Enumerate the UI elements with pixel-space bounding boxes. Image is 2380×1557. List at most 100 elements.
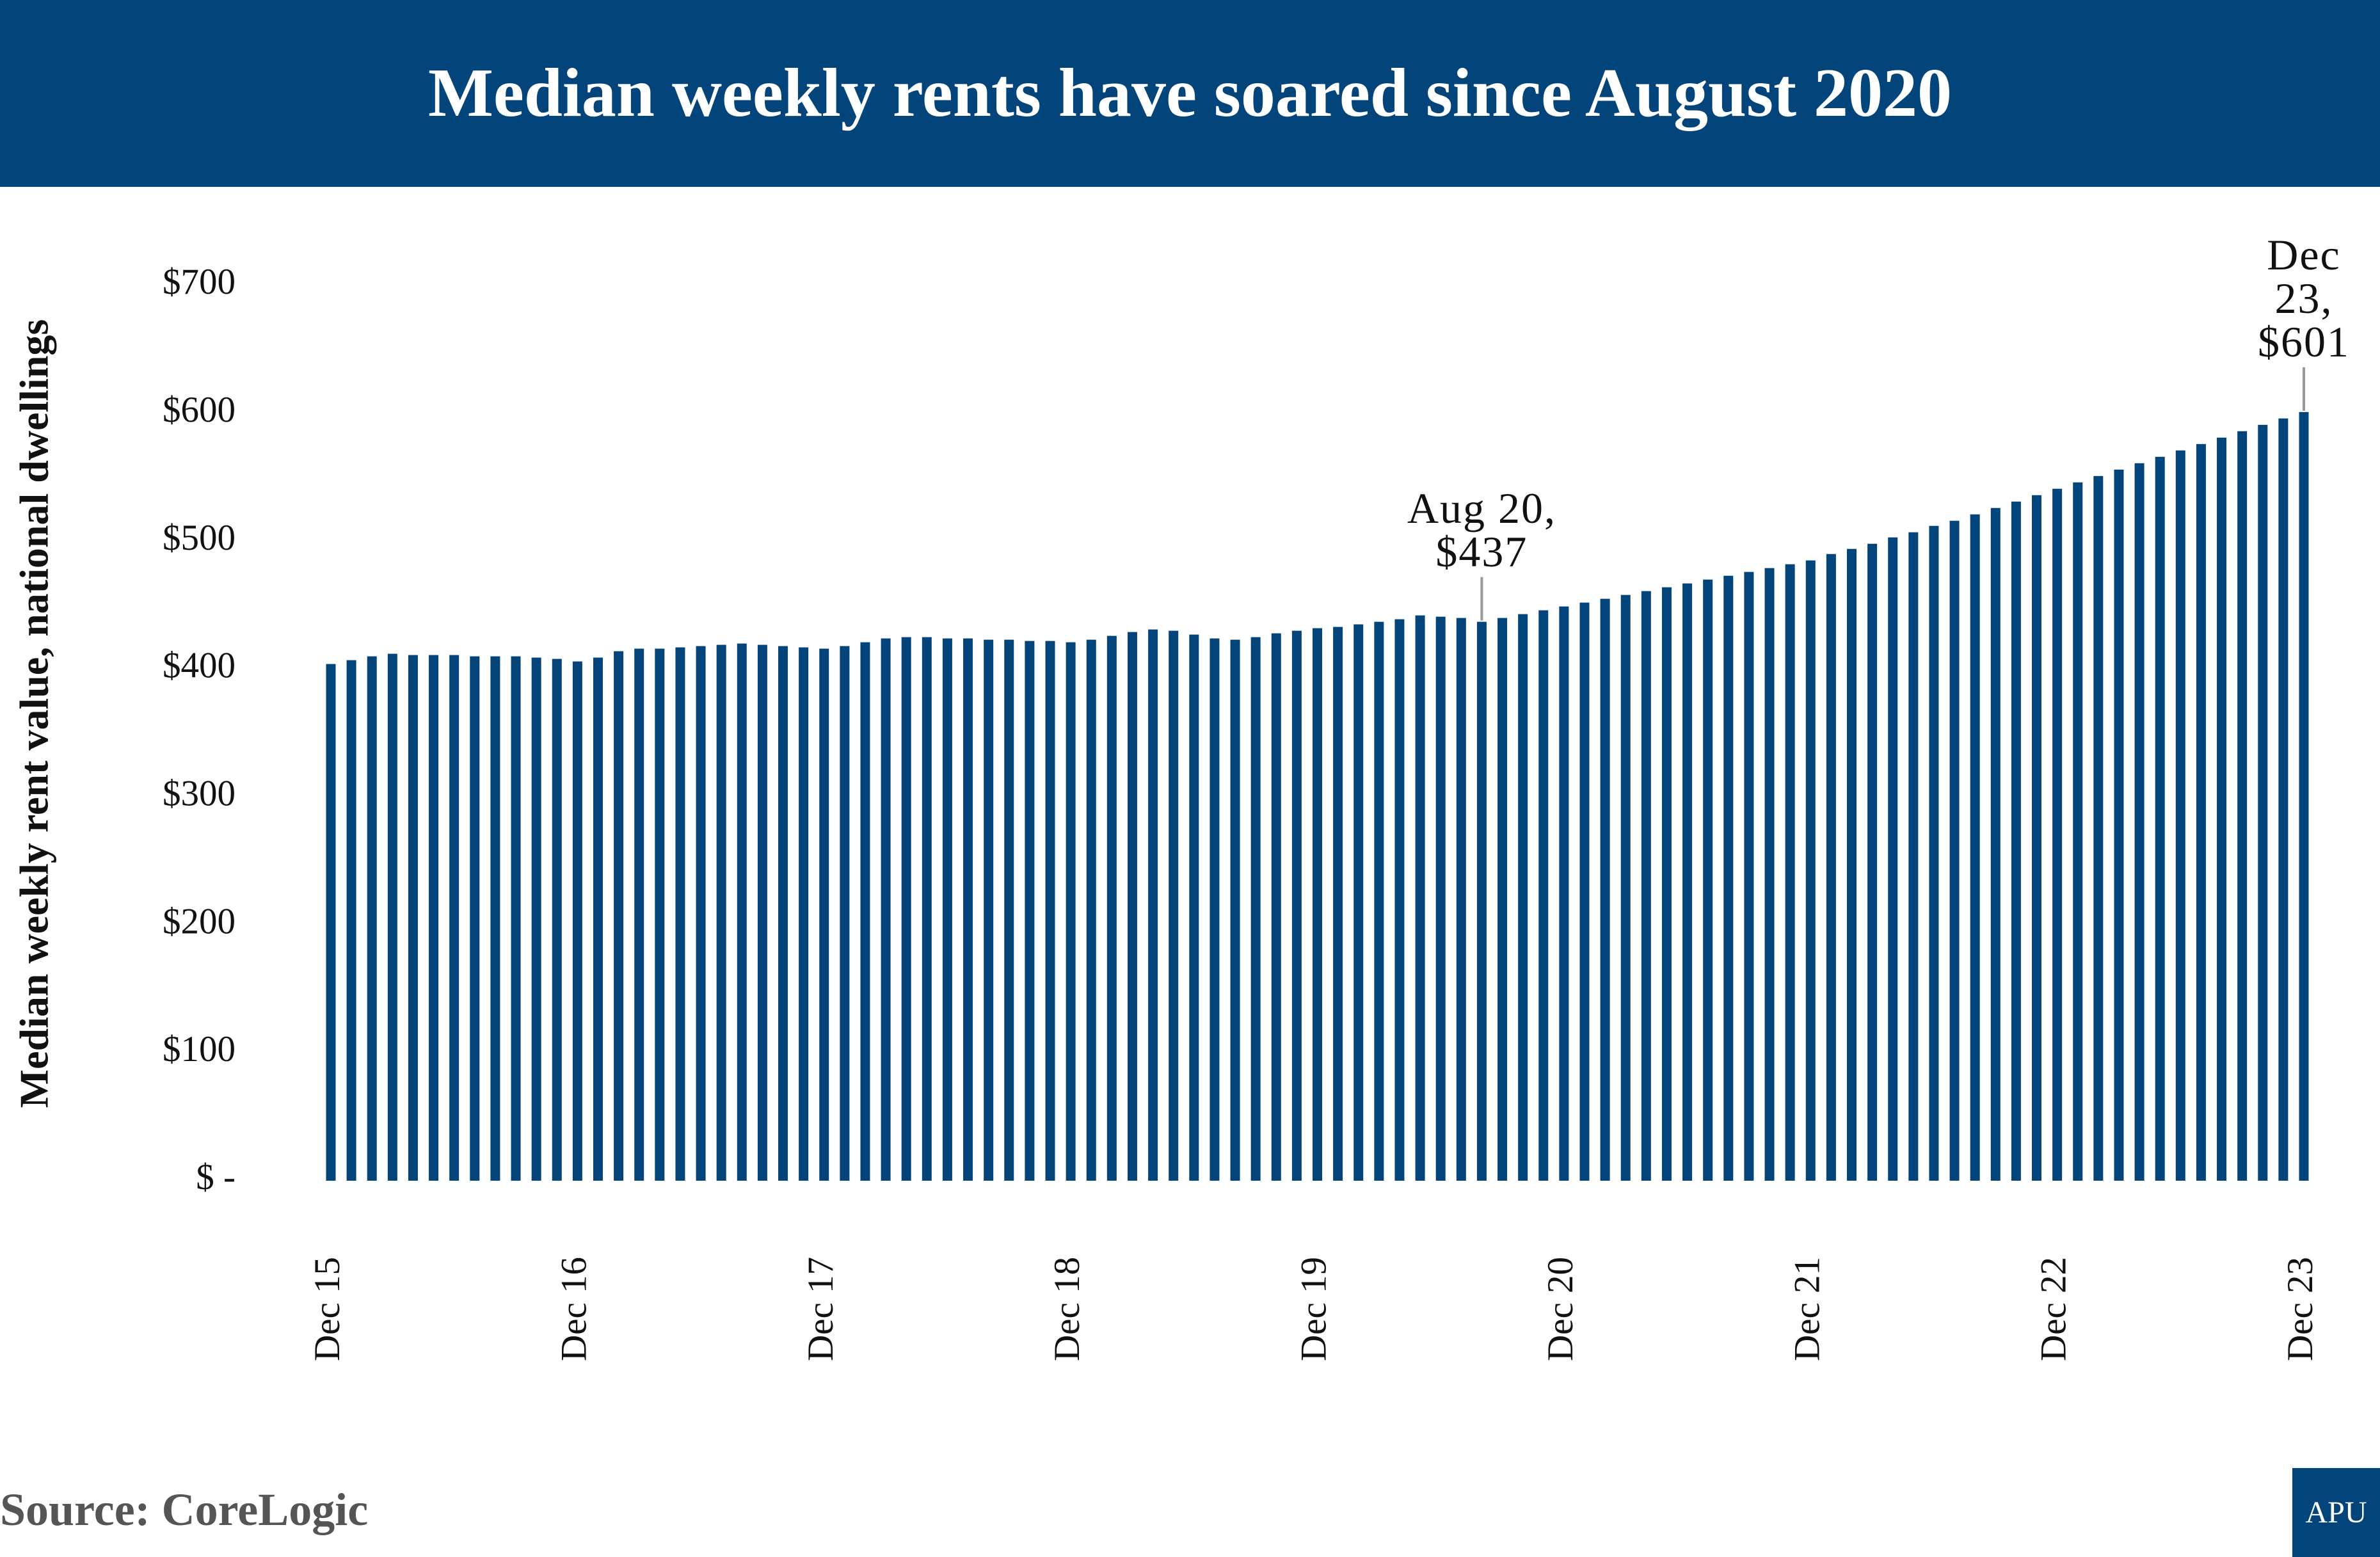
- bar: [2258, 424, 2268, 1181]
- bar: [1723, 575, 1734, 1181]
- bar: [1106, 635, 1117, 1181]
- bar: [1826, 554, 1836, 1181]
- bar: [1476, 621, 1487, 1181]
- bar: [1210, 638, 1220, 1181]
- chart-title: Median weekly rents have soared since Au…: [427, 55, 1953, 131]
- bar: [1250, 637, 1261, 1181]
- bar: [1600, 598, 1610, 1181]
- bar: [1559, 606, 1569, 1181]
- y-tick-label: $100: [163, 1029, 236, 1069]
- bar: [1744, 571, 1754, 1181]
- bar: [757, 644, 767, 1181]
- bar: [819, 648, 829, 1181]
- x-tick-label: Dec 17: [801, 1257, 841, 1361]
- y-tick-label: $200: [163, 901, 236, 941]
- bar: [901, 637, 911, 1181]
- bar: [1661, 587, 1672, 1181]
- bar: [2134, 463, 2144, 1181]
- bar: [922, 637, 932, 1181]
- bar: [1682, 583, 1693, 1181]
- x-tick-label: Dec 22: [2034, 1257, 2074, 1361]
- bar: [1538, 610, 1549, 1181]
- x-tick-label: Dec 21: [1787, 1257, 1827, 1361]
- bar: [2196, 443, 2206, 1181]
- x-tick-label: Dec 15: [307, 1257, 347, 1361]
- y-tick-label: $500: [163, 518, 236, 558]
- bar: [2093, 475, 2104, 1181]
- bar: [511, 656, 521, 1181]
- bar: [367, 656, 377, 1181]
- y-axis-title: Median weekly rent value, national dwell…: [12, 319, 57, 1108]
- bar: [1333, 627, 1343, 1181]
- bar: [1929, 525, 1939, 1181]
- y-tick-label: $400: [163, 646, 236, 686]
- bar: [1169, 630, 1179, 1181]
- bar: [2237, 431, 2248, 1181]
- bar: [490, 656, 500, 1181]
- bar: [593, 657, 603, 1181]
- bar: [1888, 537, 1898, 1181]
- bar: [860, 642, 870, 1181]
- logo: APU: [2292, 1468, 2380, 1557]
- x-tick-label: Dec 18: [1047, 1257, 1087, 1361]
- bar: [1641, 591, 1651, 1181]
- bar: [2114, 469, 2124, 1181]
- bar: [634, 648, 644, 1181]
- bar: [614, 651, 624, 1181]
- bar: [2052, 488, 2063, 1181]
- bar: [1313, 628, 1322, 1181]
- bar: [1805, 560, 1816, 1181]
- bar: [2073, 482, 2083, 1181]
- bar: [2175, 450, 2185, 1181]
- bar: [1970, 514, 1980, 1181]
- bar: [1127, 632, 1137, 1181]
- bar: [737, 643, 747, 1181]
- bar: [1785, 564, 1795, 1181]
- bar: [1846, 548, 1857, 1181]
- bar: [1230, 639, 1240, 1181]
- bar: [572, 661, 582, 1181]
- bar: [963, 638, 973, 1181]
- bar: [2011, 501, 2021, 1181]
- bar: [1374, 621, 1384, 1181]
- bar: [1764, 568, 1775, 1181]
- bar: [984, 639, 994, 1181]
- bar: [387, 653, 397, 1181]
- bar: [1045, 641, 1055, 1181]
- bar: [1354, 624, 1364, 1181]
- x-tick-label: Dec 23: [2280, 1257, 2320, 1361]
- bar: [655, 648, 665, 1181]
- bar: [778, 646, 788, 1181]
- bar: [1703, 579, 1713, 1181]
- bar: [552, 659, 562, 1181]
- bar: [696, 646, 706, 1181]
- bar: [326, 664, 336, 1181]
- bar: [799, 647, 809, 1181]
- bar: [408, 655, 418, 1181]
- bar: [1004, 639, 1014, 1181]
- data-label: Dec 23, $601: [2258, 230, 2350, 366]
- x-tick-label: Dec 20: [1540, 1257, 1581, 1361]
- y-tick-label: $700: [163, 262, 236, 302]
- bar: [1025, 641, 1035, 1181]
- bar: [1291, 630, 1302, 1181]
- bar: [1497, 618, 1508, 1181]
- bar: [1579, 602, 1590, 1181]
- bar: [1620, 595, 1631, 1181]
- bar: [1189, 634, 1199, 1181]
- bar: [1908, 532, 1919, 1181]
- bar: [1518, 614, 1528, 1181]
- x-tick-label: Dec 19: [1294, 1257, 1334, 1361]
- bar: [2032, 495, 2042, 1181]
- bar: [1990, 507, 2001, 1181]
- y-tick-label: $600: [163, 390, 236, 430]
- bar: [449, 655, 459, 1181]
- bar: [1949, 520, 1960, 1181]
- bar: [942, 638, 952, 1181]
- bar: [346, 660, 356, 1181]
- bar: [1086, 639, 1096, 1181]
- y-tick-label: $ -: [196, 1157, 236, 1197]
- bar: [1456, 618, 1466, 1181]
